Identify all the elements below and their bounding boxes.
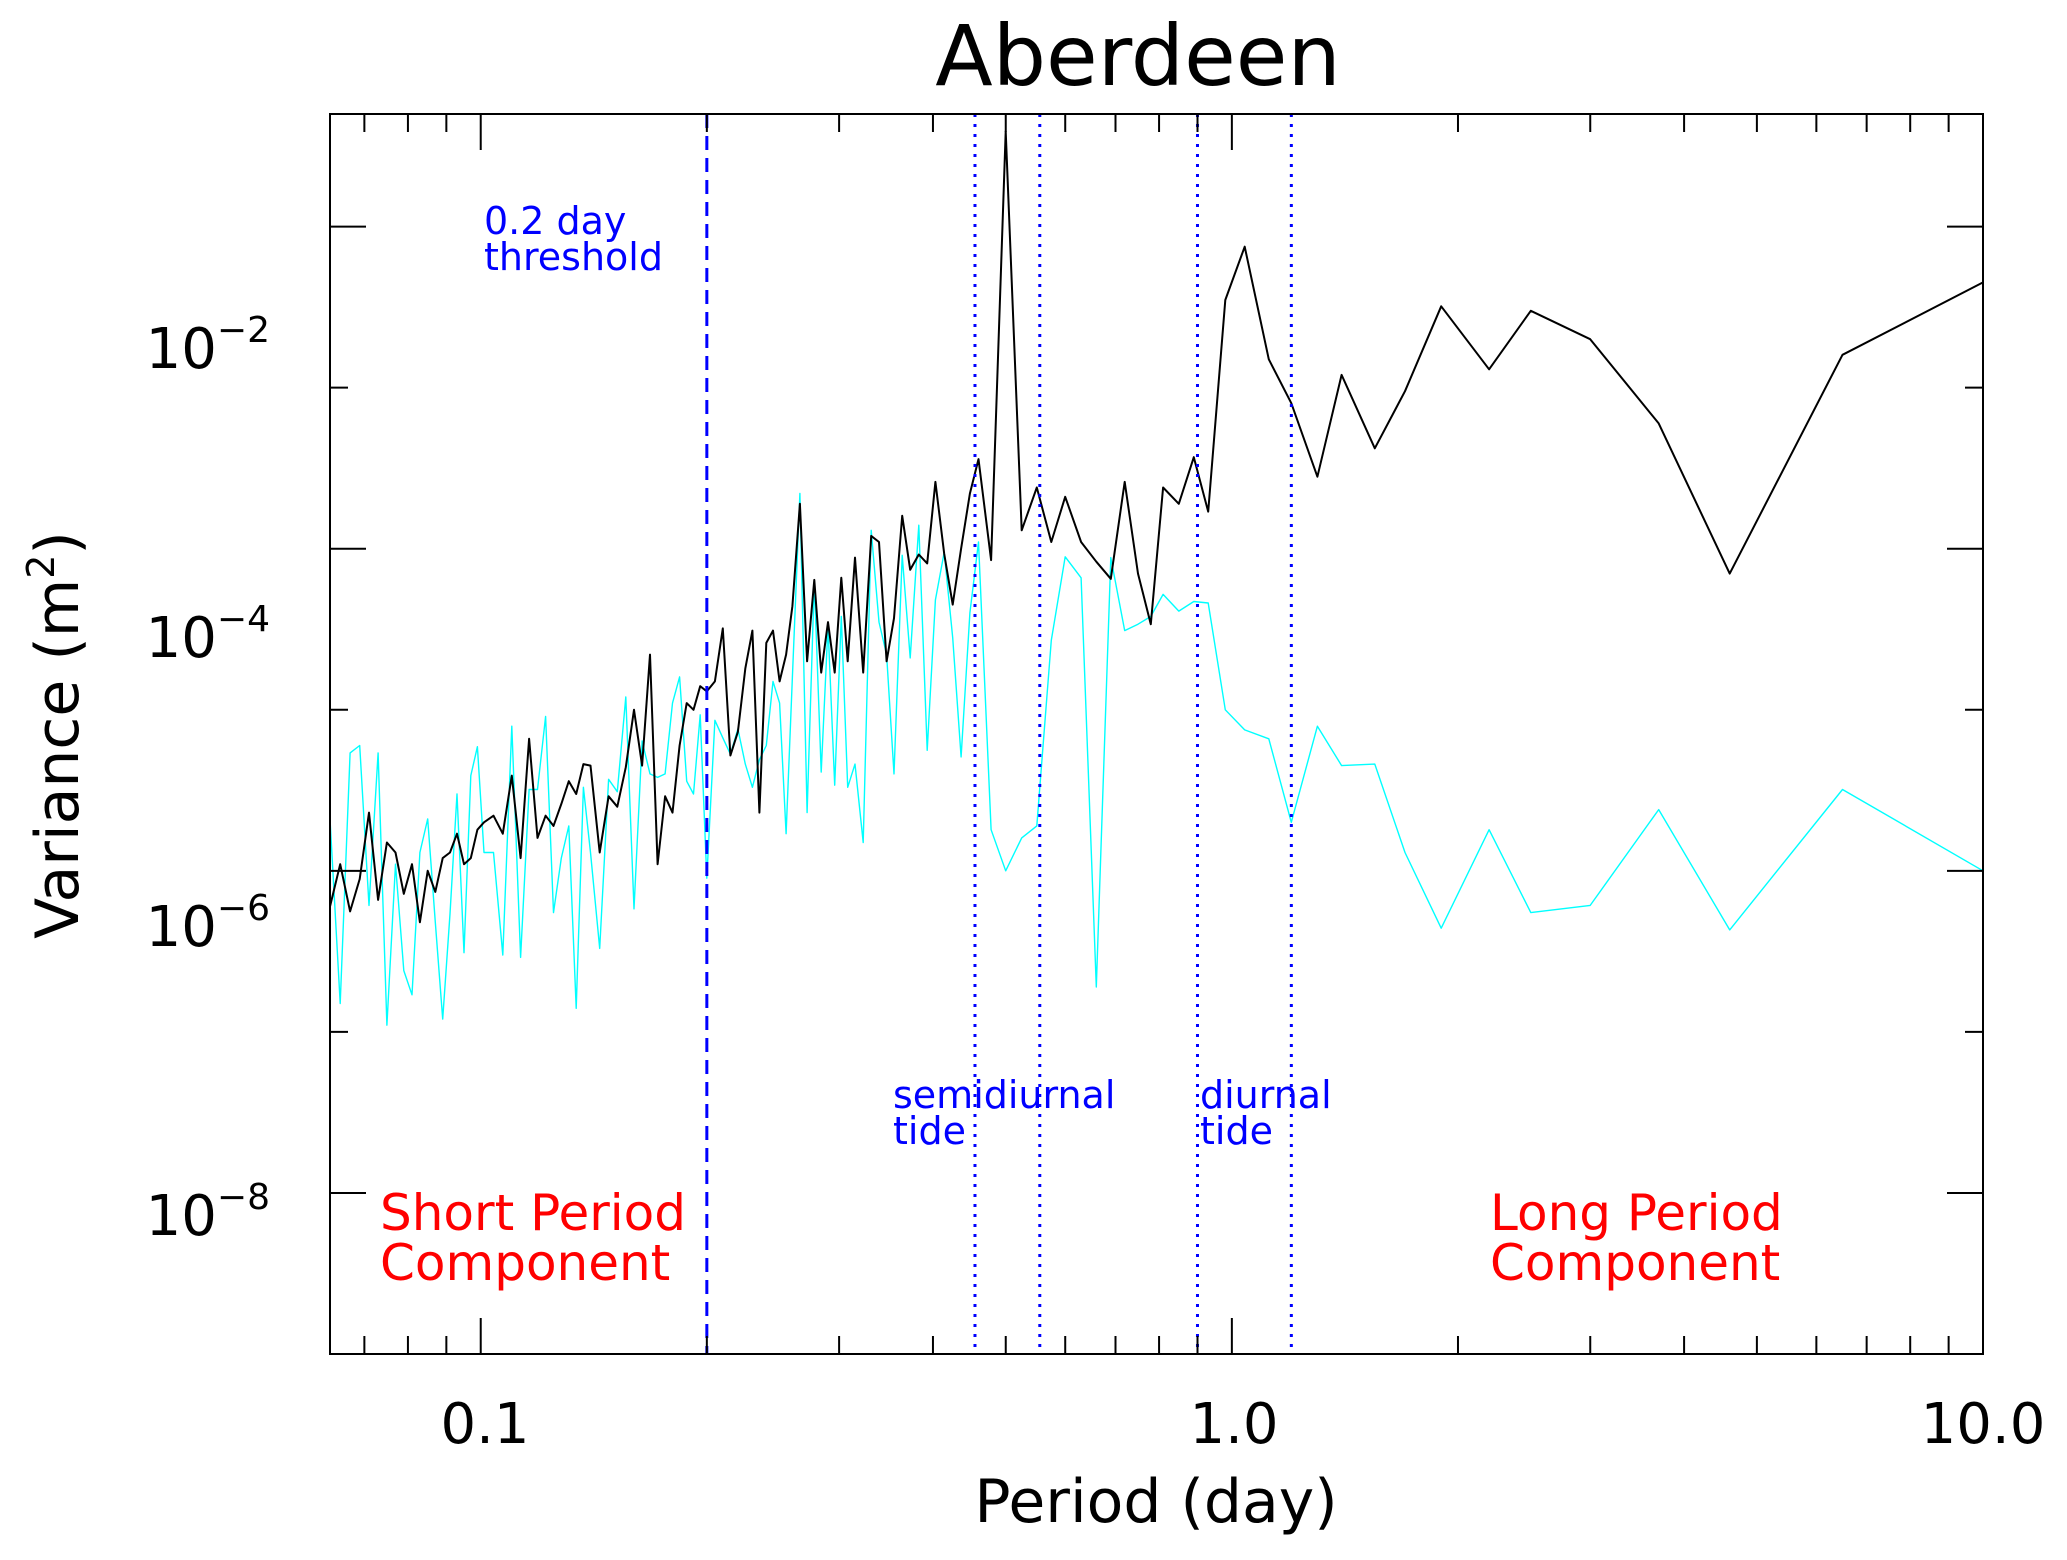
x-tick-labels: 0.1 1.0 10.0 — [440, 1392, 2045, 1457]
long-period-annotation: Long Period Component — [1490, 1184, 1799, 1292]
x-tick-label: 10.0 — [1921, 1392, 2046, 1457]
y-axis-label: Variance (m2) — [19, 531, 93, 939]
diurnal-annotation: diurnal tide — [1200, 1073, 1344, 1153]
axis-ticks — [330, 114, 1984, 1355]
reference-lines — [705, 114, 1293, 1354]
y-tick-label: 10−2 — [146, 310, 270, 382]
series-layer — [329, 130, 1984, 1026]
y-tick-label: 10−8 — [146, 1177, 270, 1249]
series-line-2 — [329, 130, 1984, 924]
annotations: 0.2 day threshold semidiurnal tide diurn… — [380, 199, 1799, 1292]
long-period-annotation-line: Long Period — [1490, 1184, 1783, 1242]
plot-frame — [329, 113, 1984, 1355]
semidiurnal-annotation: semidiurnal tide — [893, 1073, 1128, 1153]
semidiurnal-annotation-line: semidiurnal — [893, 1073, 1115, 1117]
threshold-annotation-line: 0.2 day — [484, 199, 626, 243]
y-tick-label: 10−6 — [146, 888, 270, 960]
x-axis-label: Period (day) — [974, 1467, 1337, 1537]
short-period-annotation: Short Period Component — [380, 1184, 702, 1292]
threshold-annotation: 0.2 day threshold — [484, 199, 663, 279]
short-period-annotation-line: Component — [380, 1234, 670, 1292]
y-tick-labels: 10−2 10−4 10−6 10−8 — [146, 310, 270, 1249]
chart-title: Aberdeen — [935, 7, 1340, 105]
diurnal-annotation-line: diurnal — [1200, 1073, 1332, 1117]
y-tick-label: 10−4 — [146, 599, 270, 671]
threshold-annotation-line: threshold — [484, 235, 663, 279]
x-tick-label: 0.1 — [440, 1392, 529, 1457]
diurnal-annotation-line: tide — [1200, 1109, 1273, 1153]
series-line-1 — [329, 492, 1984, 1026]
short-period-annotation-line: Short Period — [380, 1184, 686, 1242]
x-tick-label: 1.0 — [1189, 1392, 1278, 1457]
long-period-annotation-line: Component — [1490, 1234, 1780, 1292]
semidiurnal-annotation-line: tide — [893, 1109, 966, 1153]
